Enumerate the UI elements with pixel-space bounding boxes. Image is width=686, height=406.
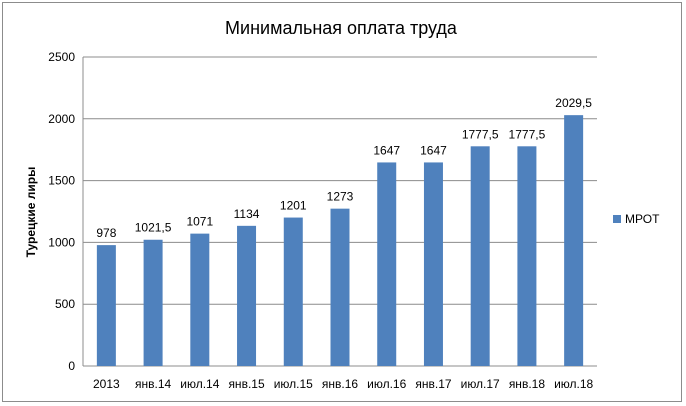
bar <box>423 162 443 366</box>
bar <box>96 245 116 366</box>
x-tick-label: июл.14 <box>180 377 219 391</box>
data-label: 1647 <box>420 143 447 157</box>
bars <box>96 115 584 366</box>
y-tick-label: 0 <box>68 359 75 373</box>
bar <box>564 115 584 366</box>
data-label: 1071 <box>186 215 213 229</box>
bar <box>470 146 490 366</box>
data-label: 1777,5 <box>462 127 499 141</box>
y-tick-label: 2000 <box>48 112 75 126</box>
x-tick-label: июл.16 <box>367 377 406 391</box>
data-label: 1273 <box>327 190 354 204</box>
x-tick-label: июл.15 <box>274 377 313 391</box>
data-label: 2029,5 <box>555 96 592 110</box>
legend-label: МРОТ <box>625 212 660 226</box>
data-label: 1021,5 <box>135 221 172 235</box>
x-tick-label: июл.18 <box>554 377 593 391</box>
bar <box>190 233 210 366</box>
bar <box>237 225 257 366</box>
x-tick-label: янв.16 <box>322 377 359 391</box>
y-tick-label: 1500 <box>48 174 75 188</box>
x-tick-label: янв.14 <box>135 377 172 391</box>
bar <box>143 239 163 366</box>
y-tick-label: 2500 <box>48 50 75 64</box>
legend: МРОТ <box>613 212 660 226</box>
bar <box>517 146 537 366</box>
bar <box>330 208 350 366</box>
data-labels: 978 1021,5 1071 1134 1201 1273 1647 1647 1777,5 1… <box>96 96 592 240</box>
y-tick-label: 500 <box>55 297 75 311</box>
data-label: 1134 <box>234 207 260 221</box>
y-tick-label: 1000 <box>48 235 75 249</box>
x-tick-label: 2013 <box>93 377 120 391</box>
legend-swatch <box>613 215 621 223</box>
bar <box>283 217 303 366</box>
y-axis-label: Турецкие лиры <box>24 167 38 258</box>
x-tick-label: янв.17 <box>415 377 452 391</box>
data-label: 1647 <box>373 143 400 157</box>
x-tick-label: июл.17 <box>461 377 500 391</box>
data-label: 978 <box>96 226 116 240</box>
chart-title: Минимальная оплата труда <box>225 18 458 38</box>
y-tick-labels: 0 500 1000 1500 2000 2500 <box>48 50 75 373</box>
data-label: 1201 <box>280 199 307 213</box>
x-tick-label: янв.18 <box>509 377 546 391</box>
x-tick-labels: 2013 янв.14 июл.14 янв.15 июл.15 янв.16 июл.16… <box>93 377 594 391</box>
gridlines <box>82 56 597 367</box>
data-label: 1777,5 <box>509 127 546 141</box>
bar <box>377 162 397 366</box>
x-tick-label: янв.15 <box>228 377 265 391</box>
